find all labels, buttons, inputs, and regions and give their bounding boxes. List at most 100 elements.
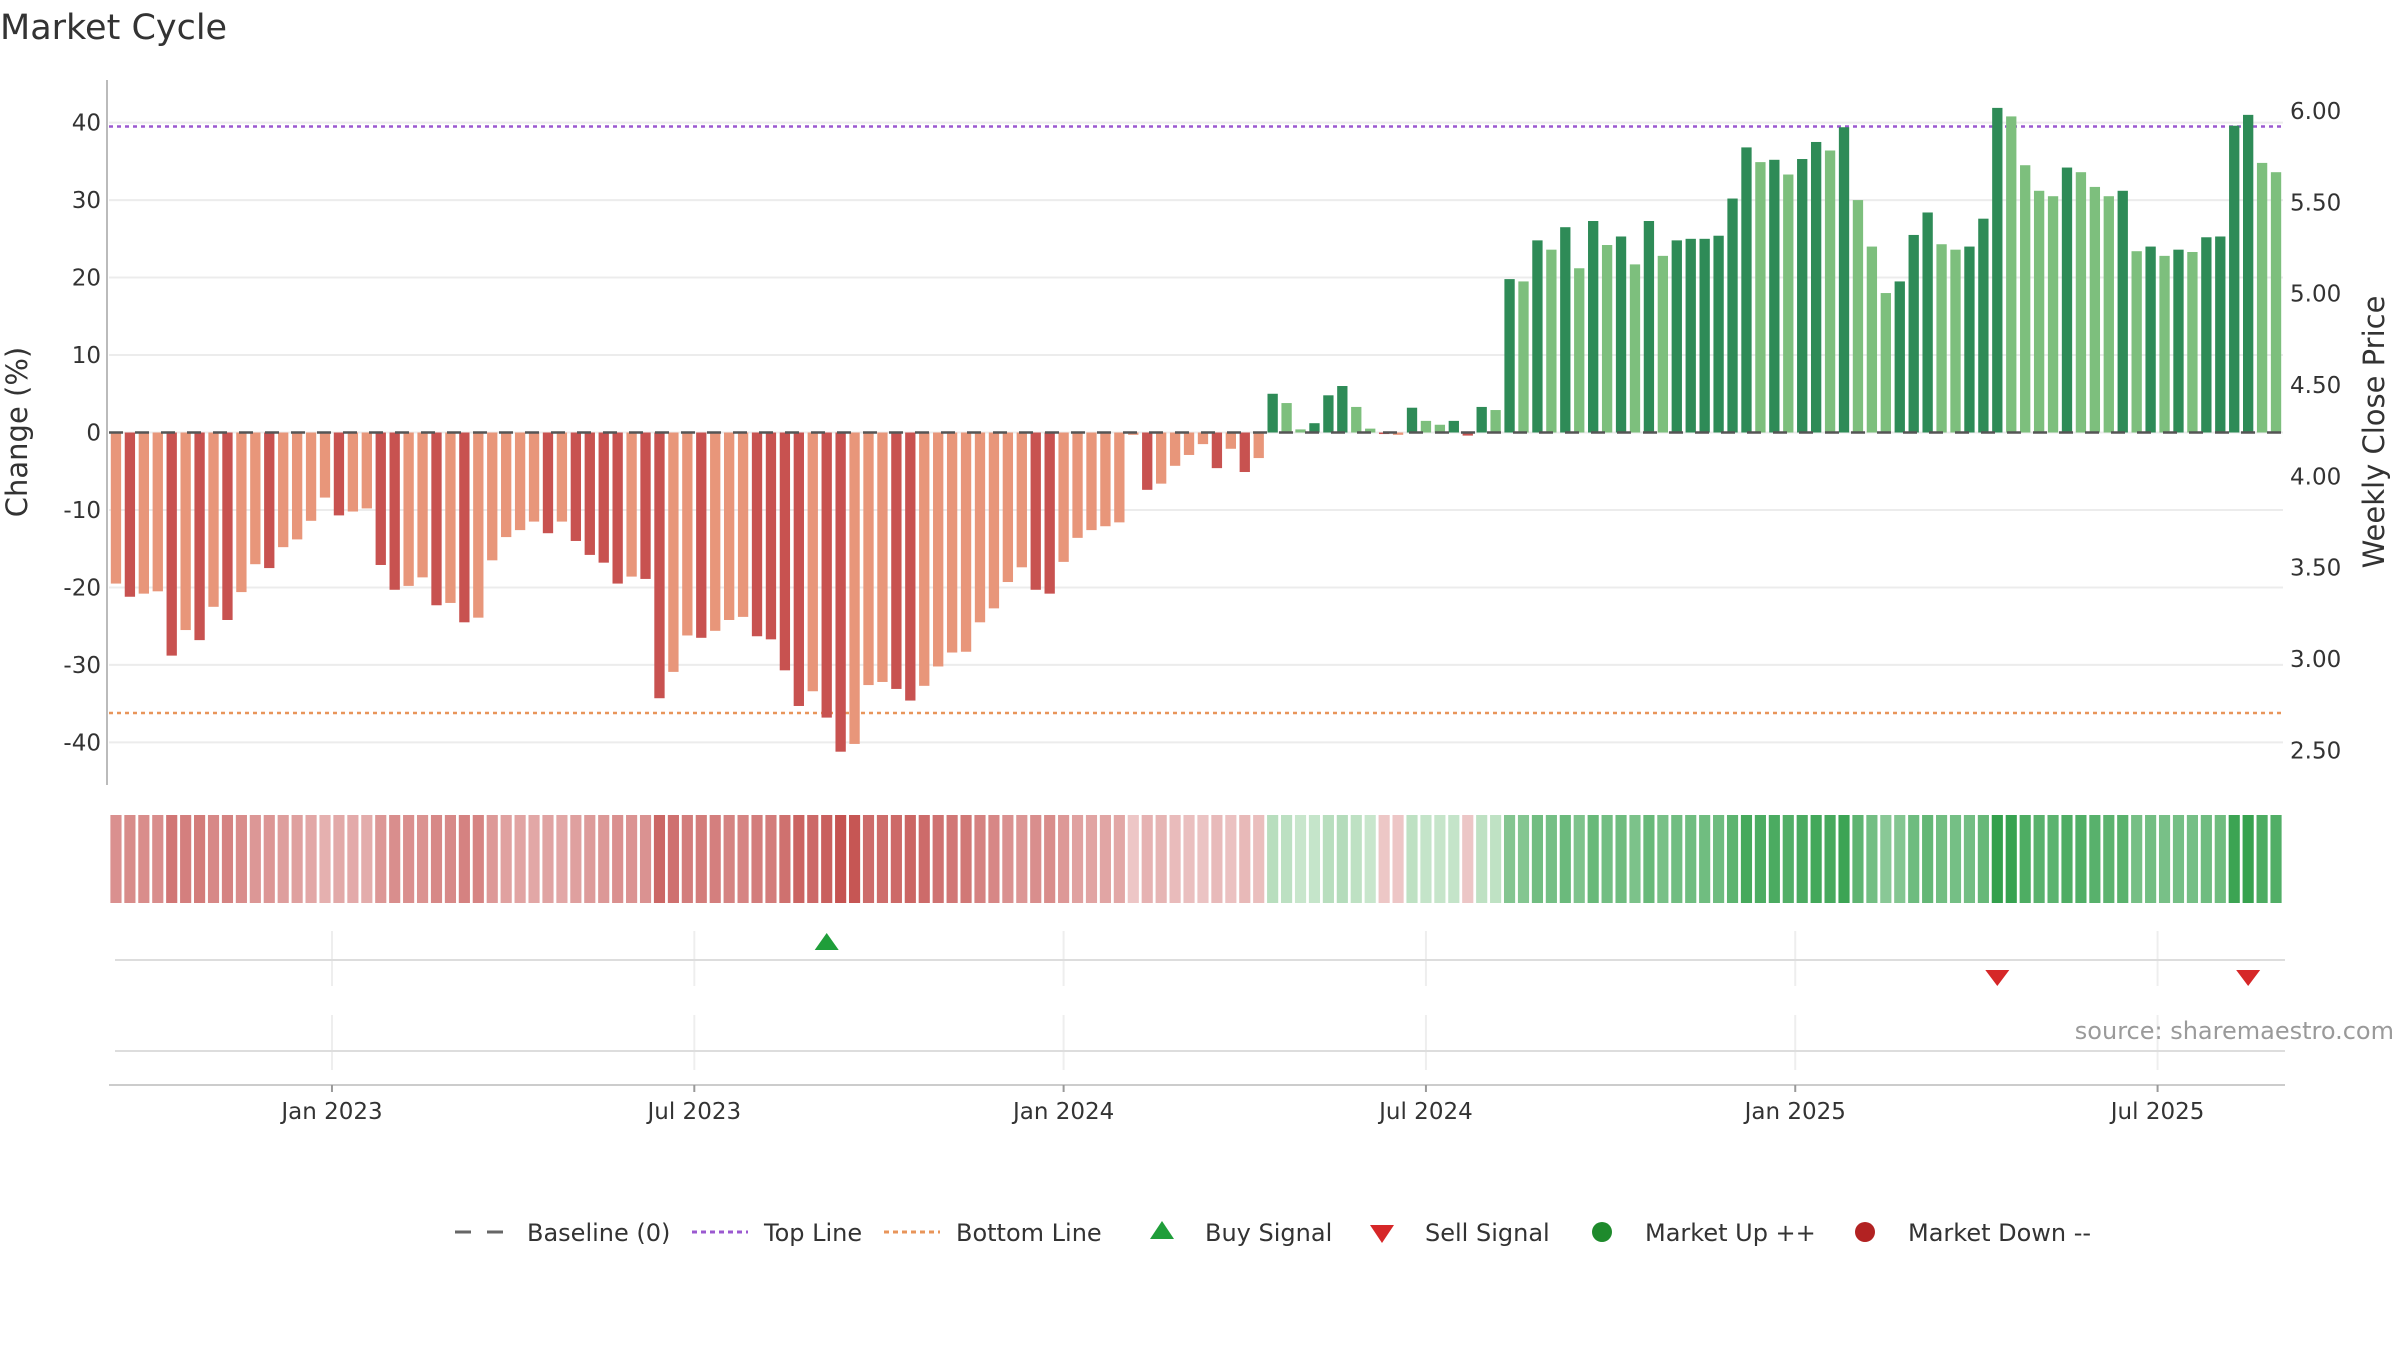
heat-cell xyxy=(946,815,958,903)
bar xyxy=(696,432,707,638)
heat-cell xyxy=(1197,815,1209,903)
bar xyxy=(1950,249,1961,433)
bar xyxy=(208,432,219,607)
legend-item: Buy Signal xyxy=(1150,1219,1332,1247)
heat-cell xyxy=(1099,815,1111,903)
signal-panel xyxy=(115,931,2285,1070)
heat-cell xyxy=(389,815,401,903)
heat-cell xyxy=(2228,815,2240,903)
bar xyxy=(849,432,860,744)
bar xyxy=(501,432,512,538)
bar xyxy=(988,432,1000,609)
bar xyxy=(1643,221,1655,433)
bar xyxy=(1156,432,1167,484)
heat-cell xyxy=(1392,815,1404,903)
heat-cell xyxy=(221,815,234,903)
bar xyxy=(2061,167,2073,433)
legend-label: Buy Signal xyxy=(1205,1219,1332,1247)
heat-cell xyxy=(2158,815,2171,903)
heat-cell xyxy=(1880,815,1892,903)
heat-cell xyxy=(653,815,666,903)
y-left-tick-label: 40 xyxy=(72,111,101,137)
bar xyxy=(723,432,735,620)
bar xyxy=(905,432,916,701)
heat-cell xyxy=(793,815,805,903)
heat-cell xyxy=(1211,815,1223,903)
heat-cell xyxy=(458,815,470,903)
bar xyxy=(1546,249,1557,433)
bar xyxy=(1406,407,1418,433)
heat-cell xyxy=(737,815,749,903)
bar xyxy=(863,432,874,686)
heat-cell xyxy=(194,815,206,903)
bar xyxy=(793,432,804,706)
y-right-tick-label: 6.00 xyxy=(2290,99,2341,125)
bar xyxy=(152,432,163,592)
bar xyxy=(710,432,721,631)
heat-cell xyxy=(542,815,554,903)
heat-cell xyxy=(1977,815,1989,903)
x-tick-label: Jan 2025 xyxy=(1743,1099,1846,1125)
heat-cell xyxy=(960,815,972,903)
bar xyxy=(1783,174,1794,433)
heat-cell xyxy=(1768,815,1780,903)
heat-cell xyxy=(110,815,122,903)
bar xyxy=(250,432,261,565)
legend-label: Top Line xyxy=(763,1219,862,1247)
heat-cell xyxy=(2033,815,2045,903)
bar xyxy=(528,432,540,522)
heat-cell xyxy=(709,815,721,903)
heat-cell xyxy=(890,815,902,903)
bar xyxy=(1420,420,1432,433)
heat-cell xyxy=(444,815,457,903)
bar xyxy=(459,432,470,623)
bar xyxy=(2256,162,2268,433)
bar xyxy=(389,432,400,590)
heat-cell xyxy=(1894,815,1906,903)
heat-cell xyxy=(2172,815,2185,903)
y-right-tick-label: 3.00 xyxy=(2290,647,2341,673)
heat-cell xyxy=(751,815,763,903)
bar xyxy=(110,432,122,584)
bar xyxy=(2201,237,2212,433)
heat-cell xyxy=(1699,815,1711,903)
heat-cell xyxy=(1810,815,1822,903)
heat-cell xyxy=(2131,815,2143,903)
y-left-tick-label: -20 xyxy=(63,575,101,601)
heat-cell xyxy=(1420,815,1432,903)
bar xyxy=(1615,236,1627,433)
bar xyxy=(974,432,986,623)
bar xyxy=(445,432,456,603)
bar xyxy=(417,432,428,578)
bar xyxy=(1741,147,1752,433)
y-right-tick-label: 2.50 xyxy=(2290,738,2341,764)
heat-strip xyxy=(110,815,2282,903)
bar xyxy=(236,432,247,593)
bar xyxy=(166,432,177,656)
heat-cell xyxy=(1239,815,1251,903)
buy-signal-marker xyxy=(814,933,839,950)
bar xyxy=(1100,432,1111,527)
bar xyxy=(1657,255,1669,433)
bar xyxy=(1295,429,1306,433)
heat-cell xyxy=(876,815,889,903)
heat-cell xyxy=(514,815,526,903)
bar xyxy=(2173,249,2184,433)
heat-cell xyxy=(1503,815,1516,903)
bar xyxy=(1434,424,1446,433)
heat-cell xyxy=(1406,815,1418,903)
heat-cell xyxy=(807,815,819,903)
heat-cell xyxy=(1030,815,1042,903)
bar xyxy=(612,432,623,584)
heat-cell xyxy=(612,815,624,903)
heat-cell xyxy=(932,815,944,903)
bar xyxy=(1281,403,1292,433)
bar xyxy=(1532,240,1543,433)
heat-cell xyxy=(2089,815,2101,903)
bar xyxy=(877,432,888,682)
bar xyxy=(1852,200,1864,433)
heat-cell xyxy=(1796,815,1808,903)
bar xyxy=(835,432,846,752)
bar xyxy=(2103,196,2114,433)
bar xyxy=(919,432,930,686)
